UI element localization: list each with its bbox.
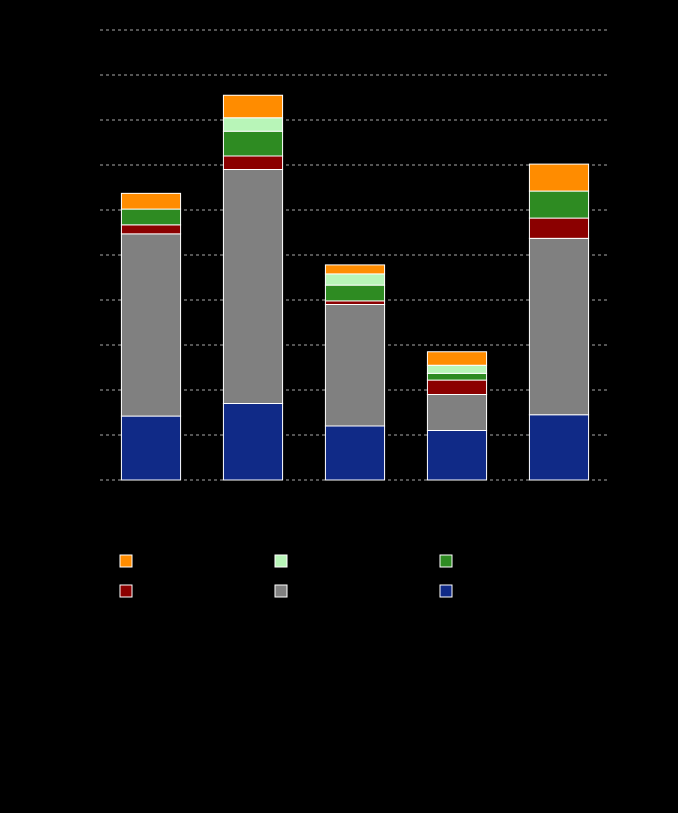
bar-e-orange bbox=[529, 164, 588, 191]
legend-swatch-orange bbox=[120, 555, 132, 567]
bar-a-darkred bbox=[121, 225, 180, 234]
bar-e-green bbox=[529, 191, 588, 218]
bar-d-darkred bbox=[427, 380, 486, 394]
bar-a-gray bbox=[121, 234, 180, 416]
bar-a-green bbox=[121, 209, 180, 225]
bar-d-palegreen bbox=[427, 365, 486, 373]
bar-c-gray bbox=[325, 305, 384, 427]
bar-d-gray bbox=[427, 395, 486, 431]
legend-swatch-darkred bbox=[120, 585, 132, 597]
bar-c-palegreen bbox=[325, 274, 384, 285]
chart-canvas bbox=[0, 0, 678, 813]
bar-e-darkred bbox=[529, 218, 588, 238]
bar-e-navy bbox=[529, 415, 588, 480]
bar-d-green bbox=[427, 373, 486, 380]
bar-d-navy bbox=[427, 431, 486, 481]
legend-swatch-gray bbox=[275, 585, 287, 597]
bar-d-orange bbox=[427, 352, 486, 366]
stacked-bar-chart bbox=[0, 0, 678, 813]
legend-swatch-green bbox=[440, 555, 452, 567]
bar-b-navy bbox=[223, 404, 282, 481]
legend-swatch-navy bbox=[440, 585, 452, 597]
bar-e-gray bbox=[529, 238, 588, 414]
bar-c-orange bbox=[325, 265, 384, 274]
bar-b-orange bbox=[223, 95, 282, 118]
bar-b-gray bbox=[223, 170, 282, 404]
bar-c-navy bbox=[325, 426, 384, 480]
bar-c-green bbox=[325, 285, 384, 301]
bar-b-green bbox=[223, 131, 282, 156]
bar-b-palegreen bbox=[223, 118, 282, 132]
bar-b-darkred bbox=[223, 156, 282, 170]
bar-a-navy bbox=[121, 416, 180, 480]
bar-c-darkred bbox=[325, 301, 384, 305]
legend-swatch-palegreen bbox=[275, 555, 287, 567]
bar-a-orange bbox=[121, 193, 180, 209]
